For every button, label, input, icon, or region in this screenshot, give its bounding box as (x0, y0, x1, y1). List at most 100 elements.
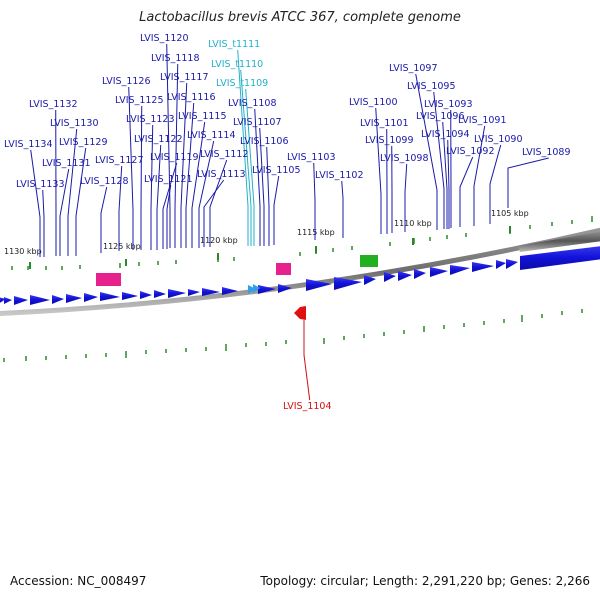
gene-label[interactable]: LVIS_1118 (151, 53, 200, 64)
label-leader-line (303, 320, 311, 401)
trna-genes (248, 284, 260, 294)
label-leader-line (30, 149, 41, 257)
green-feature (360, 255, 378, 267)
label-leader-line (313, 162, 316, 240)
gene-label[interactable]: LVIS_1115 (178, 111, 227, 122)
label-leader-line (209, 159, 228, 247)
gene-label[interactable]: LVIS_1094 (421, 129, 470, 140)
gene-label[interactable]: LVIS_1134 (4, 139, 53, 150)
gene-label[interactable]: LVIS_1132 (29, 99, 78, 110)
magenta-feature-right (276, 263, 291, 275)
scale-label: 1115 kbp (297, 228, 335, 237)
label-leader-line (259, 127, 265, 246)
label-leader-line (442, 121, 448, 229)
gene-label[interactable]: LVIS_1113 (197, 169, 246, 180)
forward-genes (0, 246, 600, 305)
gene-label[interactable]: LVIS_t1110 (211, 59, 263, 70)
gene-label[interactable]: LVIS_1121 (144, 174, 193, 185)
gene-label[interactable]: LVIS_1119 (150, 152, 199, 163)
label-leader-line (140, 105, 143, 250)
label-leader-line (128, 86, 134, 250)
gene-label[interactable]: LVIS_1112 (200, 149, 249, 160)
gene-label[interactable]: LVIS_1114 (187, 130, 236, 141)
gene-label[interactable]: LVIS_1117 (160, 72, 209, 83)
label-leader-line (203, 179, 225, 247)
gene-label[interactable]: LVIS_1120 (140, 33, 189, 44)
label-leader-line (266, 146, 270, 246)
label-leader-line (166, 43, 171, 248)
gene-label[interactable]: LVIS_1128 (80, 176, 129, 187)
gene-label[interactable]: LVIS_1116 (167, 92, 216, 103)
label-leader-line (254, 108, 261, 246)
gene-label[interactable]: LVIS_1090 (474, 134, 523, 145)
gene-label[interactable]: LVIS_1095 (407, 81, 456, 92)
gene-label[interactable]: LVIS_1102 (315, 170, 364, 181)
label-leader-line (459, 156, 474, 227)
gene-label[interactable]: LVIS_1108 (228, 98, 277, 109)
label-leader-line (174, 63, 179, 248)
gene-label[interactable]: LVIS_1127 (95, 155, 144, 166)
label-leader-line (42, 189, 45, 257)
gene-label[interactable]: LVIS_1122 (134, 134, 183, 145)
gene-label[interactable]: LVIS_1097 (389, 63, 438, 74)
gene-label[interactable]: LVIS_1133 (16, 179, 65, 190)
label-leader-line (185, 102, 195, 248)
label-leader-line (75, 147, 87, 256)
scale-label: 1125 kbp (103, 242, 141, 251)
gene-label[interactable]: LVIS_1107 (233, 117, 282, 128)
gene-label[interactable]: LVIS_1129 (59, 137, 108, 148)
genome-backbone (0, 227, 600, 317)
label-leader-line (237, 49, 249, 246)
gene-label[interactable]: LVIS_1096 (416, 111, 465, 122)
label-leader-line (162, 162, 178, 249)
genome-summary-text: Topology: circular; Length: 2,291,220 bp… (260, 574, 590, 588)
gene-label[interactable]: LVIS_1106 (240, 136, 289, 147)
label-leader-line (118, 165, 123, 251)
scale-label: 1120 kbp (200, 236, 238, 245)
gene-label[interactable]: LVIS_1126 (102, 76, 151, 87)
gene-label[interactable]: LVIS_1123 (126, 114, 175, 125)
inner-tick-row (3, 309, 583, 362)
label-leader-line (150, 124, 154, 250)
gene-label[interactable]: LVIS_t1111 (208, 39, 260, 50)
scale-labels: 1130 kbp 1125 kbp 1120 kbp 1115 kbp 1110 kbp… (4, 209, 529, 269)
scale-label: 1110 kbp (394, 219, 432, 228)
label-leader-line (180, 82, 188, 248)
label-leader-line (240, 69, 252, 246)
label-leader-line (433, 91, 445, 229)
gene-label[interactable]: LVIS_1091 (458, 115, 507, 126)
label-leader-line (415, 73, 438, 230)
gene-label[interactable]: LVIS_1093 (424, 99, 473, 110)
gene-label[interactable]: LVIS_1099 (365, 135, 414, 146)
gene-label[interactable]: LVIS_1105 (252, 165, 301, 176)
label-leader-line (447, 139, 450, 229)
label-leader-line (404, 163, 408, 232)
label-leader-line (67, 128, 78, 256)
label-leader-line (273, 175, 280, 245)
label-leader-line (100, 186, 108, 253)
gene-label[interactable]: LVIS_1100 (349, 97, 398, 108)
label-leader-line (156, 144, 162, 250)
gene-label[interactable]: LVIS_1125 (115, 95, 164, 106)
label-leaders (30, 43, 549, 401)
gene-label[interactable]: LVIS_1131 (42, 158, 91, 169)
gene-label[interactable]: LVIS_1103 (287, 152, 336, 163)
highlight-feature-lvis-1104 (294, 306, 306, 320)
gene-label[interactable]: LVIS_1092 (446, 146, 495, 157)
gene-label[interactable]: LVIS_1098 (380, 153, 429, 164)
scale-label: 1105 kbp (491, 209, 529, 218)
label-leader-line (198, 140, 215, 248)
gene-label[interactable]: LVIS_1101 (360, 118, 409, 129)
label-leader-line (489, 144, 502, 224)
gene-label[interactable]: LVIS_1104 (283, 401, 332, 412)
label-leader-line (245, 88, 255, 246)
label-leader-line (473, 125, 486, 226)
gene-label[interactable]: LVIS_t1109 (216, 78, 268, 89)
label-leader-line (375, 107, 382, 234)
magenta-feature-left (96, 273, 121, 286)
scale-label: 1130 kbp (4, 247, 42, 256)
gene-label[interactable]: LVIS_1089 (522, 147, 571, 158)
gene-label[interactable]: LVIS_1130 (50, 118, 99, 129)
